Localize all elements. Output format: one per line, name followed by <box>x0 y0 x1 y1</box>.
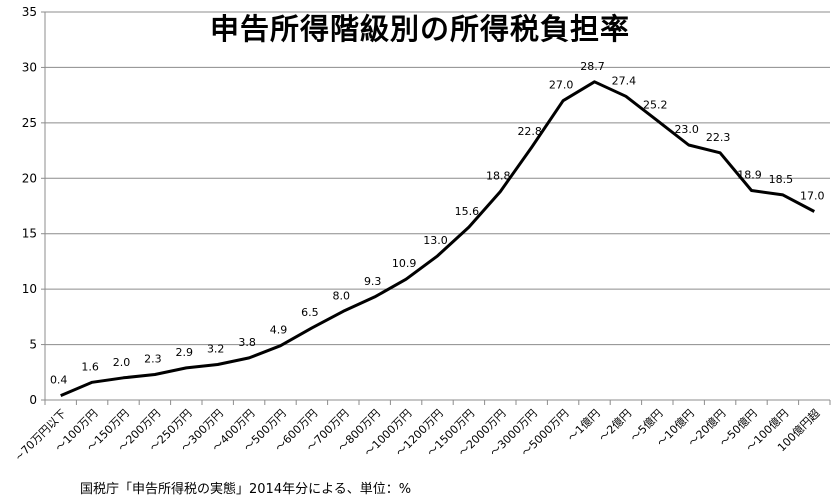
y-tick-label: 30 <box>22 60 37 74</box>
data-label: 23.0 <box>674 123 699 136</box>
data-label: 6.5 <box>301 306 319 319</box>
y-tick-label: 10 <box>22 282 37 296</box>
data-label: 15.6 <box>455 205 480 218</box>
data-label: 17.0 <box>800 190 825 203</box>
data-label: 2.3 <box>144 353 162 366</box>
data-label: 2.9 <box>176 346 194 359</box>
chart-source-note: 国税庁「申告所得税の実態」2014年分による、単位：% <box>80 482 412 497</box>
data-label: 3.2 <box>207 343 225 356</box>
data-label: 22.8 <box>517 125 542 138</box>
y-tick-label: 0 <box>29 393 37 407</box>
y-tick-label: 20 <box>22 171 37 185</box>
data-label: 28.7 <box>580 60 605 73</box>
axes <box>41 11 831 405</box>
gridlines <box>45 11 830 346</box>
x-tick-label: ~70万円以下 <box>12 407 69 464</box>
data-label: 18.5 <box>769 173 794 186</box>
data-label: 18.9 <box>737 168 762 181</box>
y-tick-label: 5 <box>29 338 37 352</box>
chart-title: 申告所得階級別の所得税負担率 <box>209 12 630 46</box>
data-label: 3.8 <box>238 336 256 349</box>
data-label: 8.0 <box>333 289 351 302</box>
series-line <box>60 80 816 397</box>
data-label: 25.2 <box>643 99 668 112</box>
data-labels: 0.4 1.6 2.0 2.3 2.9 3.2 3.8 4.9 6.5 8.0 9.3 10.9 13.… <box>50 60 825 387</box>
data-label: 13.0 <box>423 234 448 247</box>
data-label: 0.4 <box>50 374 68 387</box>
y-axis-ticks: 0 5 10 15 20 25 30 35 <box>22 5 37 407</box>
data-label: 1.6 <box>81 360 99 373</box>
data-label: 9.3 <box>364 275 382 288</box>
y-tick-label: 25 <box>22 116 37 130</box>
series-line-path <box>60 80 816 397</box>
y-tick-label: 15 <box>22 227 37 241</box>
x-tick-label: ～1億円 <box>565 407 602 444</box>
data-label: 27.0 <box>549 79 574 92</box>
data-label: 4.9 <box>270 324 288 337</box>
data-label: 10.9 <box>392 257 417 270</box>
data-label: 22.3 <box>706 131 731 144</box>
data-label: 18.8 <box>486 170 511 183</box>
y-tick-label: 35 <box>22 5 37 19</box>
x-axis-ticks: ~70万円以下～100万円～150万円～200万円～250万円～300万円～40… <box>12 406 822 463</box>
data-label: 27.4 <box>612 74 637 87</box>
data-label: 2.0 <box>113 356 131 369</box>
x-tick-label: ～2億円 <box>597 407 634 444</box>
